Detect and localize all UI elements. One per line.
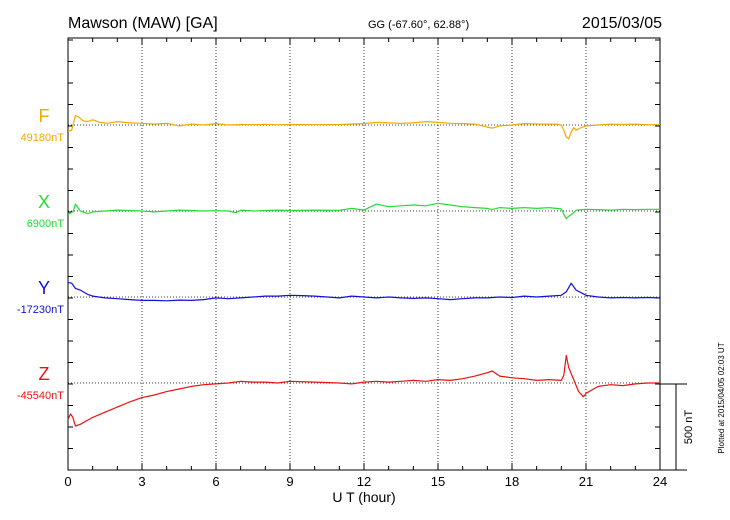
series-line-z [67, 354, 660, 427]
x-tick-label-2: 6 [212, 474, 219, 489]
series-line-x [67, 202, 660, 220]
series-baseline-x: 6900nT [27, 218, 65, 230]
grid-lines [141, 38, 587, 470]
x-tick-label-8: 24 [653, 474, 667, 489]
series-name-z: Z [39, 364, 50, 384]
series-name-y: Y [38, 278, 50, 298]
series-baseline-f: 49180nT [21, 132, 65, 144]
chart-title: Mawson (MAW) [GA] [68, 15, 218, 32]
scale-bar-label: 500 nT [683, 410, 695, 445]
chart-date: 2015/03/05 [582, 15, 662, 32]
x-tick-labels: 0 3 6 9 12 15 18 21 24 [64, 474, 667, 489]
series-line-f [67, 114, 660, 140]
x-tick-label-1: 3 [138, 474, 145, 489]
series-name-x: X [38, 192, 50, 212]
plot-timestamp: Plotted at 2015/04/05 02:03 UT [717, 342, 726, 453]
scale-bar [660, 383, 687, 471]
station-coordinates: GG (-67.60°, 62.88°) [368, 19, 469, 31]
series-baseline-y: -17230nT [17, 304, 64, 316]
x-axis-label: U T (hour) [332, 489, 395, 505]
series-lines [67, 114, 661, 427]
series-name-f: F [39, 106, 50, 126]
x-tick-label-6: 18 [505, 474, 519, 489]
x-tick-label-7: 21 [579, 474, 593, 489]
x-tick-label-5: 15 [431, 474, 445, 489]
x-tick-label-3: 9 [286, 474, 293, 489]
series-baseline-z: -45540nT [17, 390, 64, 402]
axis-ticks [67, 38, 661, 471]
series-labels: F 49180nT X 6900nT Y -17230nT Z -45540nT [17, 106, 64, 402]
x-tick-label-4: 12 [357, 474, 371, 489]
x-tick-label-0: 0 [64, 474, 71, 489]
series-line-y [67, 281, 661, 302]
